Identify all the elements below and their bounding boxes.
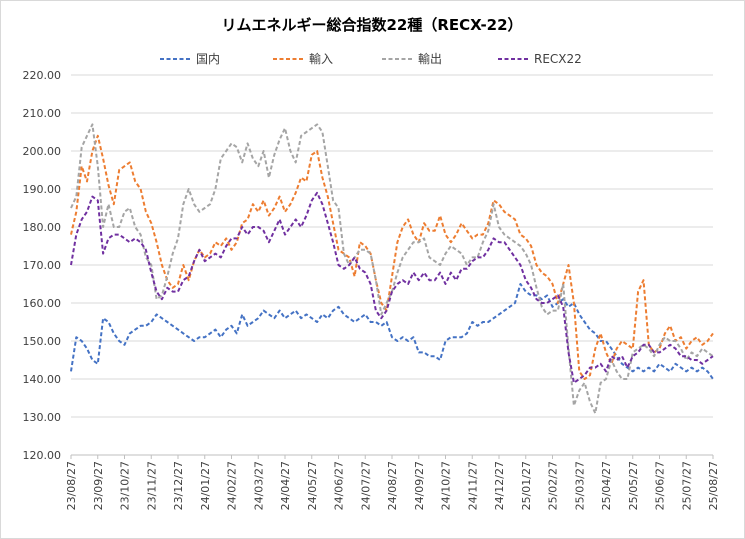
y-tick-label: 220.00 <box>23 69 62 82</box>
y-tick-label: 160.00 <box>23 297 62 310</box>
legend-label: 輸出 <box>418 51 442 66</box>
chart-title: リムエネルギー総合指数22種（RECX-22） <box>221 16 522 34</box>
x-tick-label: 23/08/27 <box>65 461 78 510</box>
x-tick-label: 25/03/27 <box>573 461 586 510</box>
legend-label: 輸入 <box>309 51 333 66</box>
x-tick-label: 25/05/27 <box>627 461 640 510</box>
y-tick-label: 190.00 <box>23 183 62 196</box>
legend-label: RECX22 <box>534 52 582 66</box>
x-tick-label: 23/12/27 <box>172 461 185 510</box>
series-line-国内 <box>70 283 714 380</box>
x-axis-ticks: 23/08/27 23/09/27 23/10/27 23/11/27 23/12/27… <box>65 455 720 510</box>
x-tick-label: 24/12/27 <box>493 461 506 510</box>
y-tick-label: 150.00 <box>23 335 62 348</box>
series-line-recx22 <box>70 191 714 384</box>
x-tick-label: 24/05/27 <box>306 461 319 510</box>
y-tick-label: 180.00 <box>23 221 62 234</box>
x-tick-label: 24/04/27 <box>279 461 292 510</box>
x-tick-label: 24/08/27 <box>386 461 399 510</box>
x-tick-label: 24/02/27 <box>226 461 239 510</box>
series-line-輸入 <box>70 134 714 380</box>
y-tick-label: 200.00 <box>23 145 62 158</box>
x-tick-label: 24/06/27 <box>333 461 346 510</box>
x-tick-label: 24/10/27 <box>440 461 453 510</box>
legend: 国内 輸入 輸出 RECX22 <box>160 51 582 66</box>
x-tick-label: 24/11/27 <box>466 461 479 510</box>
x-tick-label: 24/01/27 <box>199 461 212 510</box>
y-tick-label: 130.00 <box>23 411 62 424</box>
series-lines <box>70 123 714 415</box>
x-tick-label: 25/01/27 <box>520 461 533 510</box>
y-tick-label: 170.00 <box>23 259 62 272</box>
y-tick-label: 210.00 <box>23 107 62 120</box>
x-tick-label: 24/03/27 <box>252 461 265 510</box>
y-tick-label: 120.00 <box>23 449 62 462</box>
x-tick-label: 24/07/27 <box>359 461 372 510</box>
x-tick-label: 24/09/27 <box>413 461 426 510</box>
y-tick-label: 140.00 <box>23 373 62 386</box>
y-axis-ticks: 120.00 130.00 140.00 150.00 160.00 170.00 180.… <box>23 69 62 462</box>
x-tick-label: 25/06/27 <box>654 461 667 510</box>
gridlines <box>71 74 713 456</box>
x-tick-label: 25/08/27 <box>707 461 720 510</box>
x-tick-label: 23/09/27 <box>92 461 105 510</box>
x-tick-label: 23/11/27 <box>145 461 158 510</box>
x-tick-label: 25/02/27 <box>547 461 560 510</box>
legend-label: 国内 <box>196 52 220 66</box>
x-tick-label: 25/04/27 <box>600 461 613 510</box>
x-tick-label: 23/10/27 <box>119 461 132 510</box>
series-line-輸出 <box>70 123 714 415</box>
x-tick-label: 25/07/27 <box>680 461 693 510</box>
